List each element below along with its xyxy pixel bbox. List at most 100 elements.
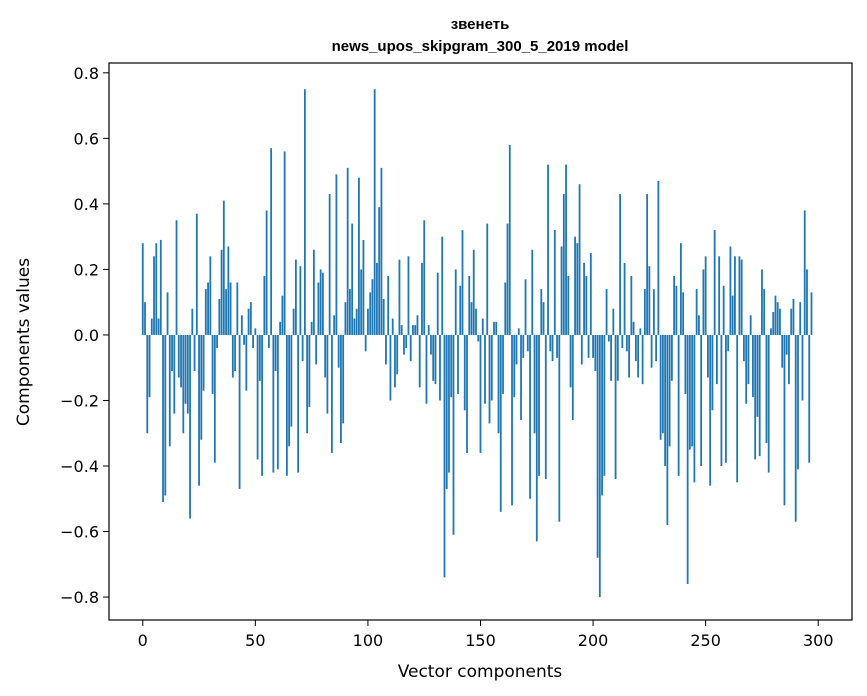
bar [450, 334, 453, 398]
bar [711, 334, 714, 411]
bar [164, 334, 167, 496]
bar [220, 249, 223, 335]
bar [540, 289, 543, 335]
bar [610, 334, 612, 381]
bar [403, 334, 405, 355]
bar [765, 334, 768, 444]
x-tick-label: 300 [803, 631, 834, 650]
bar [265, 210, 268, 335]
bar [767, 334, 770, 473]
bar [276, 334, 279, 470]
bar [292, 308, 295, 335]
bar [605, 289, 608, 335]
bar [657, 180, 660, 335]
bar [279, 321, 282, 335]
bar [184, 334, 187, 404]
bar [637, 334, 640, 378]
bar [355, 308, 358, 335]
bar [727, 334, 730, 352]
bar [173, 334, 176, 414]
bar [189, 334, 191, 519]
bar [168, 334, 171, 447]
bar [245, 334, 248, 391]
bar [709, 334, 712, 486]
bar [752, 334, 754, 398]
bar [673, 275, 676, 335]
bar [756, 334, 759, 417]
bar [162, 334, 164, 503]
bar [745, 334, 748, 404]
bar [734, 256, 736, 335]
bar [367, 308, 369, 335]
bar [153, 256, 155, 335]
bar [258, 334, 261, 381]
bar [693, 334, 696, 483]
bar [414, 325, 417, 335]
bar [772, 312, 775, 335]
bar [441, 236, 444, 335]
bar [407, 256, 410, 335]
bar [488, 334, 491, 424]
bar [569, 334, 572, 388]
bar [785, 334, 788, 355]
bar [412, 325, 414, 335]
bar [216, 334, 218, 349]
bar [155, 243, 158, 335]
bar [321, 272, 324, 335]
bar [612, 308, 615, 335]
bar [774, 295, 777, 335]
bar [324, 334, 327, 378]
bar [294, 259, 297, 335]
bar [337, 334, 340, 368]
bar [448, 334, 450, 473]
bar [810, 292, 813, 335]
bar [506, 223, 509, 335]
bar [331, 334, 333, 453]
chart-title-line1: звенеть [451, 16, 510, 33]
bar [333, 315, 336, 335]
bar [655, 334, 658, 362]
bar [594, 334, 597, 371]
x-tick-label: 200 [578, 631, 609, 650]
bar [148, 334, 151, 398]
bar [783, 334, 786, 506]
bar [166, 292, 169, 335]
bar [668, 334, 671, 447]
bar [630, 275, 633, 335]
bar [353, 318, 356, 335]
bar [628, 334, 630, 378]
bar [362, 239, 365, 335]
bar [497, 334, 500, 434]
bar [261, 334, 263, 476]
bar [231, 334, 234, 378]
bar [182, 334, 185, 434]
bar [283, 151, 286, 335]
bar [511, 334, 513, 506]
bar [416, 315, 419, 335]
bar [666, 334, 669, 525]
bar [571, 334, 574, 421]
bar [349, 289, 351, 335]
bar [240, 315, 243, 335]
bar [423, 220, 426, 335]
bar [567, 275, 570, 335]
bar [272, 334, 275, 473]
bar [326, 334, 329, 414]
bar [463, 334, 466, 411]
bar [475, 308, 477, 335]
bar [484, 334, 486, 404]
bar [641, 334, 644, 385]
bar [461, 230, 464, 335]
bar [195, 213, 198, 335]
bar [409, 334, 412, 362]
bar [369, 292, 372, 335]
bar [310, 321, 313, 335]
y-tick-label: 0.2 [74, 260, 99, 279]
bar [335, 174, 338, 335]
bar [254, 328, 257, 335]
bar [659, 334, 662, 440]
bar [533, 334, 536, 434]
bar [702, 269, 705, 335]
bar [691, 334, 694, 447]
bar [144, 302, 146, 335]
